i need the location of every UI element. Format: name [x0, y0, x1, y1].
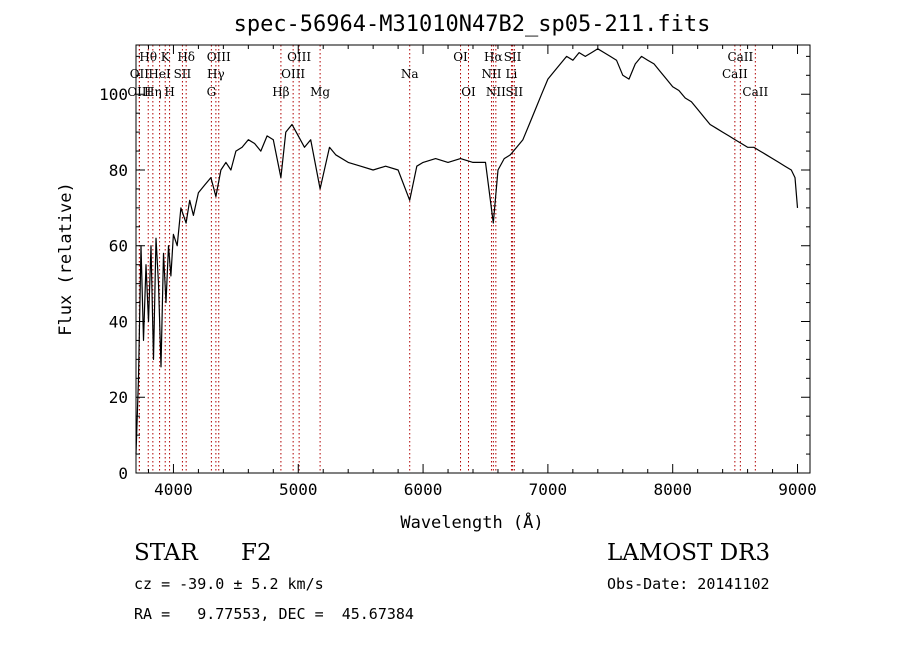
y-tick-label: 60: [109, 237, 128, 256]
redshift-readout: cz = -39.0 ± 5.2 km/s: [134, 575, 324, 593]
object-class: STAR: [134, 540, 198, 566]
spectral-line-label: OI: [461, 85, 476, 99]
spectral-line-label: Hα: [484, 50, 503, 64]
spectral-line-markers: [138, 45, 756, 473]
spectral-line-label: K: [161, 50, 171, 64]
spectrum-line: [135, 48, 799, 455]
coordinates: RA = 9.77553, DEC = 45.67384: [134, 605, 414, 623]
x-tick-label: 9000: [778, 480, 817, 499]
y-tick-label: 20: [109, 388, 128, 407]
y-tick-label: 0: [118, 464, 128, 483]
spectral-line-label: CaII: [742, 85, 768, 99]
survey-name: LAMOST DR3: [607, 540, 771, 566]
spectral-line-label: NII: [481, 67, 501, 81]
x-tick-label: 5000: [279, 480, 318, 499]
spectral-line-label: CaII: [722, 67, 748, 81]
spectral-line-label: H: [164, 85, 174, 99]
chart-title: spec-56964-M31010N47B2_sp05-211.fits: [234, 12, 711, 37]
spectral-line-label: SII: [504, 50, 522, 64]
plot-frame: [135, 44, 811, 474]
spectral-line-label: OII: [130, 67, 150, 81]
spectral-line-label: Li: [506, 67, 518, 81]
object-subclass: F2: [241, 540, 272, 566]
spectral-line-label: G: [207, 85, 217, 99]
axis-ticks: 4000 5000 6000 7000 8000 9000 0 20 40 60 80 100: [99, 45, 817, 499]
spectral-line-label: Na: [401, 67, 419, 81]
spectral-line-label: Hθ: [139, 50, 157, 64]
spectral-line-label: OIII: [287, 50, 311, 64]
spectrum-series: [135, 48, 799, 455]
spectral-line-label: SII: [174, 67, 192, 81]
x-tick-label: 4000: [154, 480, 193, 499]
spectral-line-label: OIII: [207, 50, 231, 64]
spectral-line-label: OIII: [127, 85, 151, 99]
spectral-line-label: NII: [486, 85, 506, 99]
obs-date: Obs-Date: 20141102: [607, 575, 770, 593]
spectral-line-label: Hβ: [272, 85, 289, 99]
y-tick-label: 40: [109, 312, 128, 331]
spectral-line-label: Hδ: [177, 50, 195, 64]
spectral-line-label: HeI: [148, 67, 171, 81]
spectral-line-label: CaII: [727, 50, 753, 64]
x-tick-label: 7000: [529, 480, 568, 499]
y-tick-label: 80: [109, 161, 128, 180]
spectral-line-label: OI: [453, 50, 468, 64]
spectral-line-label: SII: [505, 85, 523, 99]
x-axis-label: Wavelength (Å): [400, 511, 543, 533]
x-tick-label: 8000: [653, 480, 692, 499]
y-tick-label: 100: [99, 85, 128, 104]
x-tick-label: 6000: [404, 480, 443, 499]
spectral-line-label: OIII: [281, 67, 305, 81]
spectral-line-label: Hη: [144, 85, 162, 99]
y-axis-label: Flux (relative): [56, 182, 76, 336]
spectral-line-label: Mg: [310, 85, 330, 99]
spectral-line-label: Hγ: [207, 67, 225, 81]
